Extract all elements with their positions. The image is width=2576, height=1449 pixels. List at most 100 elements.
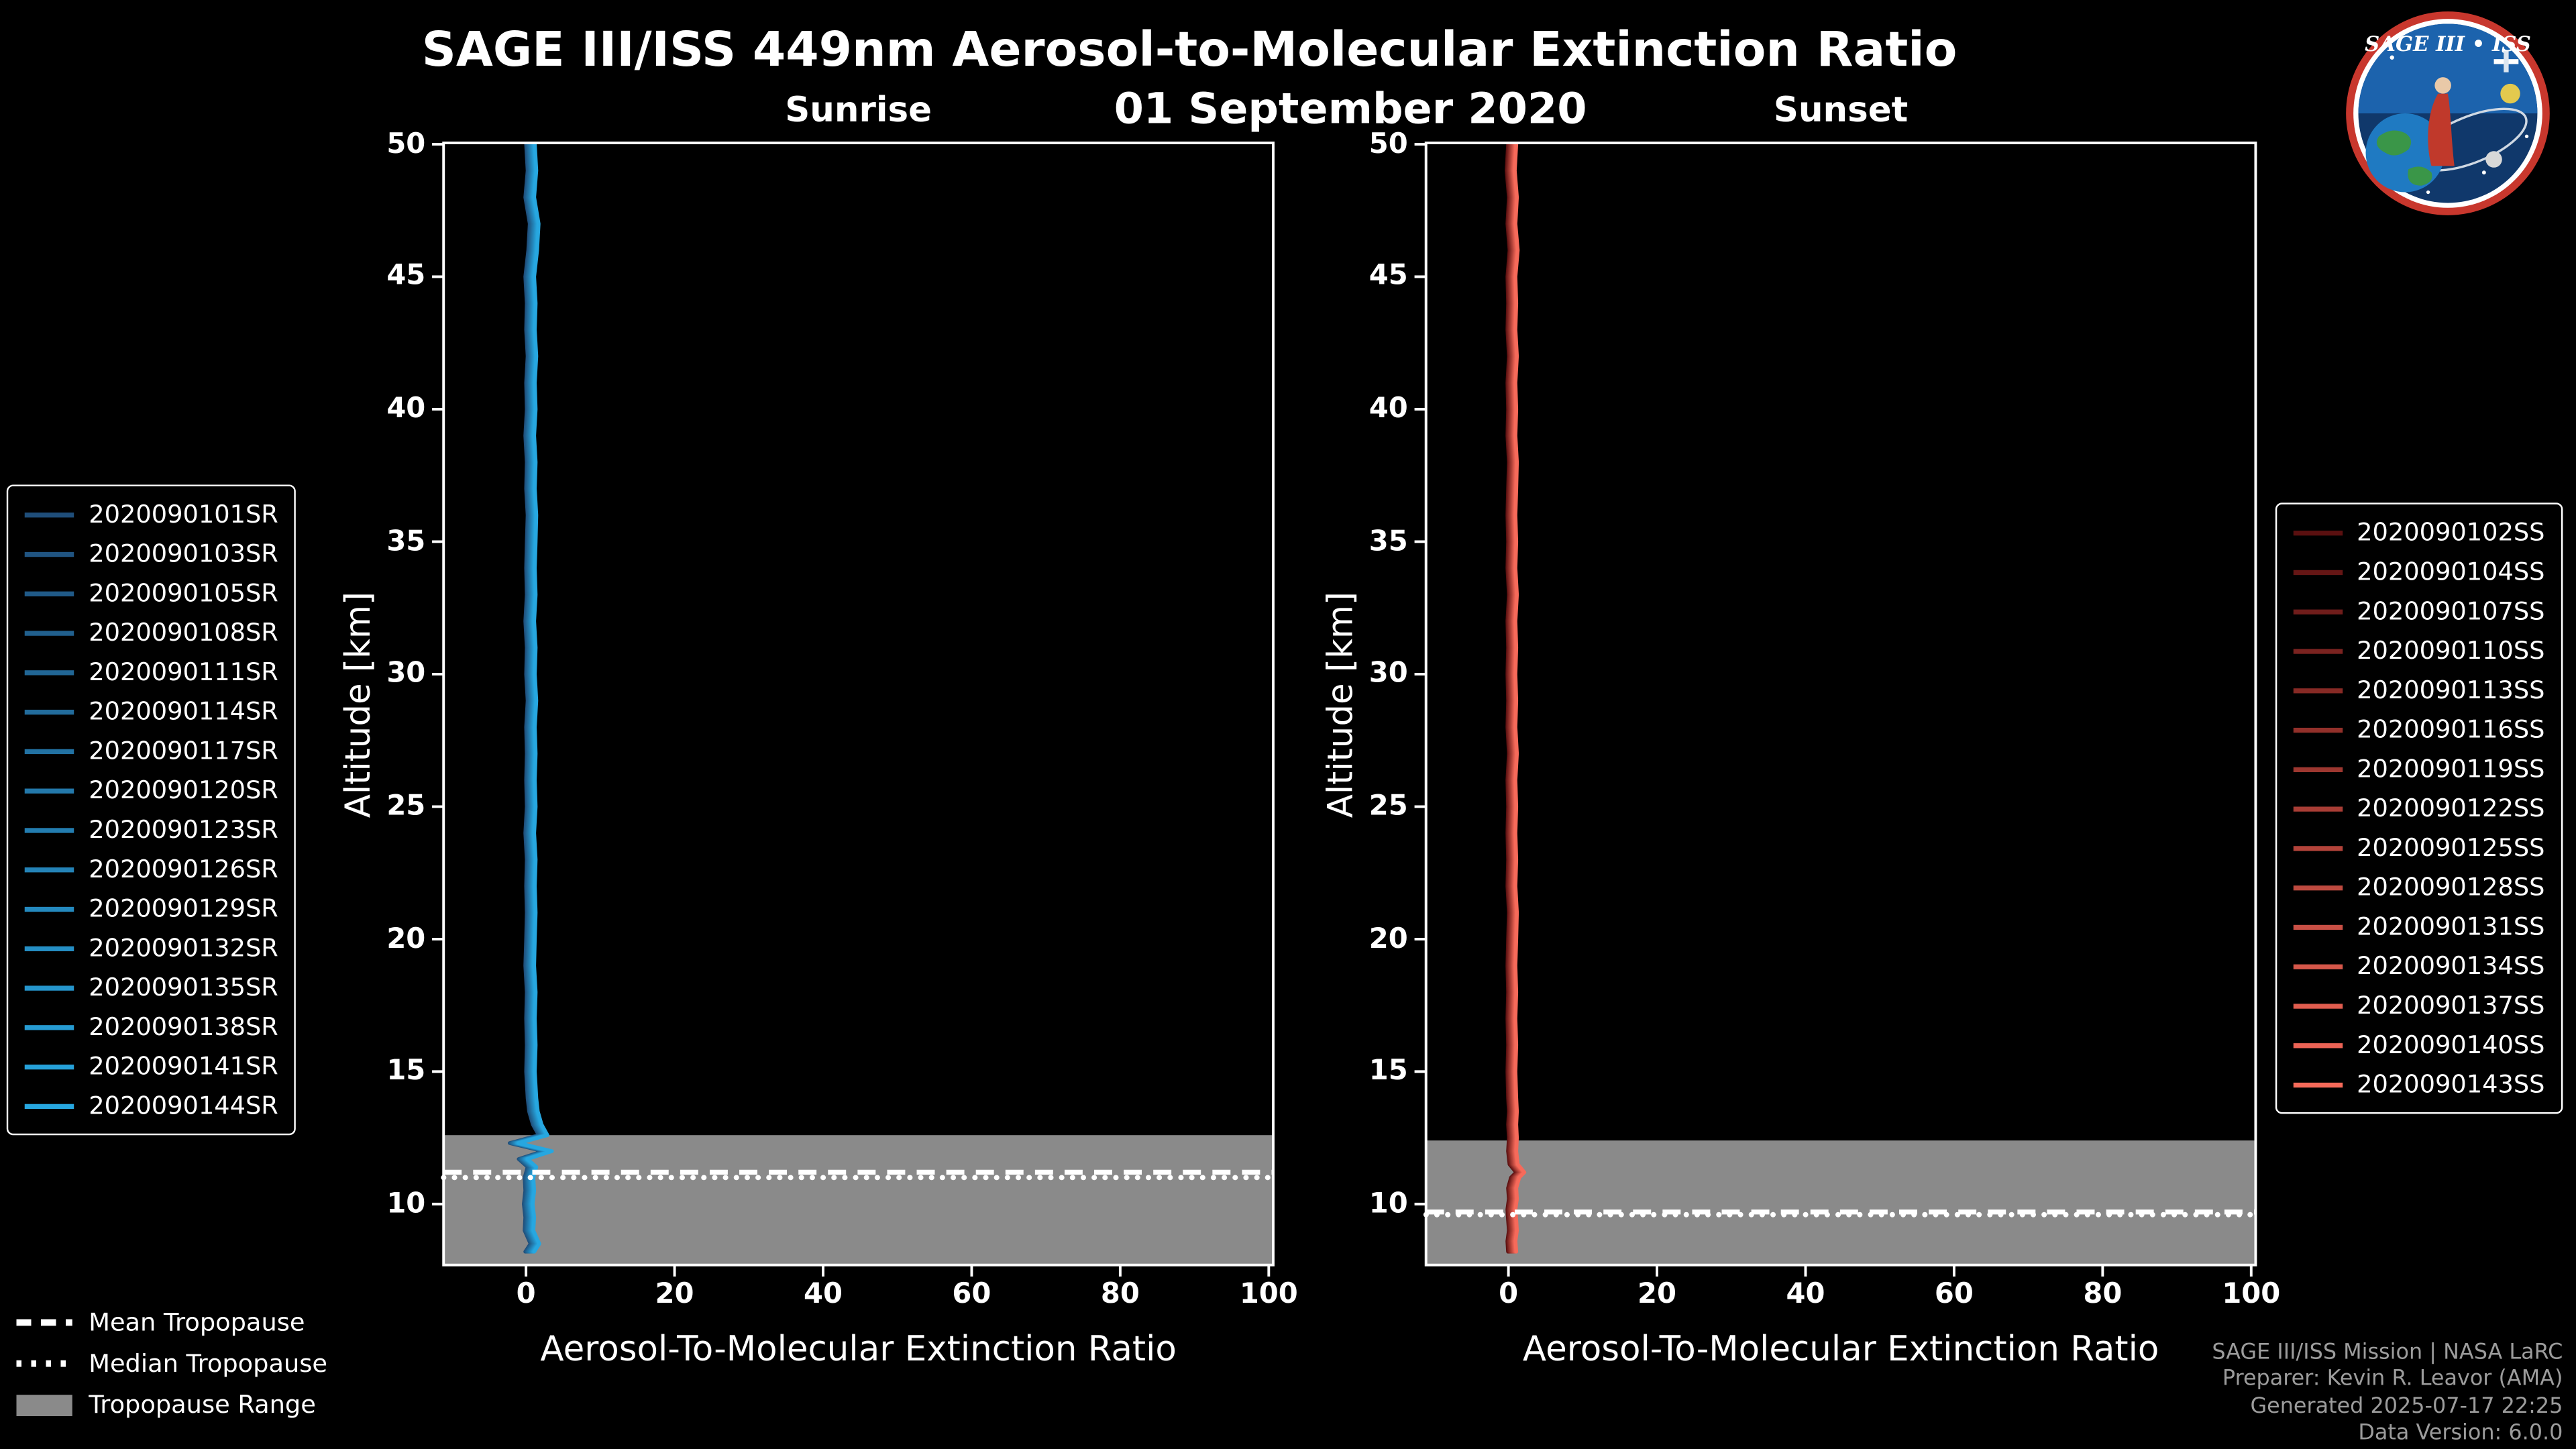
legend-item-label: 2020090108SR [89,617,278,647]
legend-item: 2020090117SR [24,736,278,765]
legend-item-label: 2020090141SR [89,1051,278,1081]
tropopause-legend-item: Mean Tropopause [16,1307,327,1337]
legend-item: 2020090134SS [2292,951,2544,981]
panel-title-sunrise: Sunrise [785,90,932,130]
legend-item: 2020090107SS [2292,596,2544,626]
legend-line-swatch [24,630,74,635]
legend-line-swatch [2292,806,2343,811]
legend-item: 2020090144SR [24,1091,278,1121]
y-tick-label: 25 [1368,790,1408,823]
legend-item: 2020090125SS [2292,833,2544,863]
x-tick-label: 0 [516,1278,536,1311]
page-title: SAGE III/ISS 449nm Aerosol-to-Molecular … [421,21,1957,78]
credits-block: SAGE III/ISS Mission | NASA LaRC Prepare… [2212,1340,2563,1447]
legend-item-label: 2020090116SS [2357,714,2545,745]
y-tick-label: 50 [386,127,426,161]
sunrise-y-axis-label: Altitude [km] [338,590,378,818]
moon-icon [2500,83,2520,104]
legend-item-label: 2020090128SS [2357,872,2545,902]
y-tick-label: 15 [1368,1055,1408,1088]
legend-line-swatch [24,1103,74,1108]
y-tick-label: 10 [1368,1187,1408,1221]
legend-item: 2020090138SR [24,1012,278,1042]
legend-item-label: 2020090105SR [89,578,278,608]
x-tick-label: 40 [1786,1278,1825,1311]
legend-item-label: 2020090119SS [2357,754,2545,784]
legend-item: 2020090103SR [24,539,278,568]
legend-item: 2020090143SS [2292,1069,2545,1099]
legend-item: 2020090120SR [24,775,278,805]
sunset-event-legend: 2020090102SS 2020090104SS 2020090107SS 2020… [2274,502,2563,1114]
tropopause-legend: Mean Tropopause Median Tropopause Tropopau… [16,1307,327,1419]
dotted-swatch [16,1360,72,1366]
y-tick-label: 30 [386,657,426,691]
iss-icon [2493,50,2519,72]
credits-preparer: Preparer: Kevin R. Leavor (AMA) [2222,1367,2563,1392]
panel-title-sunset: Sunset [1773,90,1909,130]
legend-item: 2020090132SR [24,933,278,963]
legend-line-swatch [2292,1003,2343,1008]
x-tick-label: 40 [803,1278,843,1311]
legend-item: 2020090114SR [24,696,278,726]
y-tick-label: 30 [1368,657,1408,691]
tropopause-legend-item: Median Tropopause [16,1348,327,1379]
legend-item-label: 2020090143SS [2357,1069,2545,1099]
legend-item: 2020090101SR [24,499,278,529]
legend-item-label: 2020090129SR [89,894,278,924]
legend-item-label: 2020090102SS [2357,517,2545,547]
legend-item-label: 2020090111SR [89,657,278,687]
legend-line-swatch [24,827,74,833]
legend-line-swatch [2292,687,2343,693]
legend-line-swatch [2292,727,2343,733]
y-tick-label: 35 [1368,525,1408,558]
sunrise-event-legend: 2020090101SR 2020090103SR 2020090105SR 2020… [6,484,297,1136]
legend-item: 2020090105SR [24,578,278,608]
legend-line-swatch [24,906,74,911]
legend-line-swatch [24,866,74,872]
x-tick-label: 20 [655,1278,694,1311]
x-tick-label: 80 [2083,1278,2123,1311]
legend-item: 2020090135SR [24,972,278,1002]
y-tick-label: 20 [386,922,426,956]
credits-generated: Generated 2025-07-17 22:25 [2250,1393,2563,1419]
legend-item-label: 2020090135SR [89,972,278,1002]
profile-line-2020090143SS [1513,142,1527,1254]
legend-item: 2020090128SS [2292,872,2545,902]
legend-line-swatch [24,985,74,990]
legend-item-label: 2020090138SR [89,1012,278,1042]
legend-item-label: 2020090144SR [89,1091,278,1121]
legend-line-swatch [24,669,74,675]
legend-item: 2020090102SS [2292,517,2545,547]
legend-line-swatch [24,748,74,753]
tropopause-range-band [1426,1140,2256,1265]
legend-line-swatch [2292,529,2343,535]
legend-item-label: 2020090140SS [2357,1030,2545,1060]
logo-text: SAGE III • ISS [2365,32,2531,56]
axes-border [1424,142,2257,1267]
legend-item: 2020090123SR [24,815,278,845]
legend-line-swatch [2292,963,2343,969]
tropopause-legend-label: Tropopause Range [89,1389,316,1419]
sunrise-panel: Sunrise Aerosol-To-Molecular Extinction … [338,91,1297,1368]
tropopause-legend-label: Median Tropopause [89,1348,327,1379]
legend-item-label: 2020090110SS [2357,635,2545,665]
y-tick-label: 45 [386,260,426,293]
x-tick-label: 60 [1934,1278,1974,1311]
legend-item-label: 2020090126SR [89,854,278,884]
y-tick-label: 35 [386,525,426,558]
legend-item-label: 2020090132SR [89,933,278,963]
x-tick-label: 100 [1239,1278,1298,1311]
legend-item: 2020090119SS [2292,754,2545,784]
credits-mission: SAGE III/ISS Mission | NASA LaRC [2212,1340,2563,1366]
legend-line-swatch [2292,924,2343,929]
sunset-plot-area [1414,142,2259,1277]
legend-line-swatch [24,551,74,556]
legend-line-swatch [2292,1042,2343,1048]
legend-item: 2020090111SR [24,657,278,687]
sunset-panel: Sunset Aerosol-To-Molecular Extinction R… [1321,91,2280,1368]
sunset-x-axis-label: Aerosol-To-Molecular Extinction Ratio [1522,1329,2159,1369]
legend-line-swatch [2292,884,2343,890]
sunset-y-axis-label: Altitude [km] [1320,590,1360,818]
sunrise-x-axis-label: Aerosol-To-Molecular Extinction Ratio [540,1329,1177,1369]
